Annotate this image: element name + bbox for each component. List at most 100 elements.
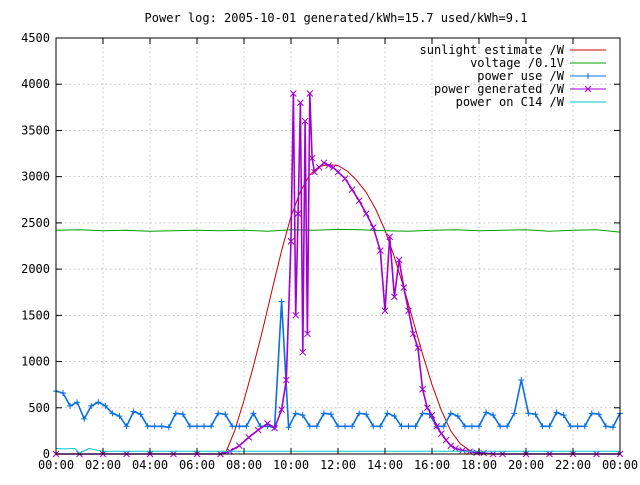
data-point — [292, 410, 299, 417]
data-point — [289, 90, 297, 97]
data-point — [409, 330, 417, 338]
data-point — [299, 348, 307, 356]
data-point — [250, 410, 257, 417]
data-point — [320, 410, 327, 417]
data-point — [294, 210, 302, 217]
data-point — [400, 284, 408, 291]
data-point — [88, 402, 95, 409]
y-tick-label: 3000 — [21, 170, 50, 184]
series-2 — [53, 298, 623, 431]
data-point — [245, 434, 253, 441]
y-tick-label: 1500 — [21, 308, 50, 322]
data-point — [452, 445, 459, 452]
legend-item: power use /W — [477, 69, 606, 83]
data-point — [588, 410, 595, 417]
data-point — [476, 423, 482, 430]
data-point — [370, 423, 377, 430]
data-point — [483, 409, 490, 416]
data-point — [376, 247, 384, 254]
data-point — [511, 410, 518, 417]
data-point — [215, 410, 222, 417]
data-point — [414, 344, 422, 352]
series-1 — [55, 228, 621, 233]
series-line — [56, 93, 620, 455]
data-point — [355, 197, 363, 205]
data-point — [423, 404, 431, 412]
data-point — [459, 446, 466, 454]
data-point — [67, 402, 74, 409]
series-line — [55, 228, 621, 233]
data-point — [130, 408, 137, 415]
data-point — [151, 423, 158, 430]
data-point — [304, 330, 311, 338]
data-point — [292, 311, 300, 319]
data-point — [74, 399, 81, 406]
data-point — [236, 423, 243, 430]
x-tick-label: 16:00 — [414, 458, 450, 472]
data-point — [574, 423, 581, 430]
data-point — [447, 410, 454, 417]
data-point — [264, 420, 271, 427]
legend-item: power on C14 /W — [456, 95, 606, 109]
data-point — [297, 99, 304, 107]
data-point — [271, 424, 278, 432]
data-point — [405, 307, 412, 315]
data-point — [602, 423, 609, 430]
data-point — [327, 411, 334, 418]
data-point — [442, 436, 450, 444]
series-line — [224, 164, 489, 455]
y-tick-label: 0 — [43, 447, 50, 461]
data-point — [81, 415, 88, 422]
data-point — [363, 411, 370, 418]
y-tick-label: 4000 — [21, 77, 50, 91]
legend-item: power generated /W — [434, 82, 606, 96]
data-point — [95, 399, 102, 406]
legend-marker — [584, 85, 592, 93]
data-point — [398, 423, 405, 430]
legend-item: voltage /0.1V — [470, 56, 606, 70]
data-point — [254, 426, 262, 434]
data-point — [194, 423, 200, 430]
data-point — [335, 423, 341, 430]
legend-label: power on C14 /W — [456, 95, 565, 109]
data-point — [553, 409, 560, 416]
data-point — [229, 423, 236, 430]
data-point — [454, 413, 461, 420]
data-point — [301, 117, 309, 125]
y-tick-label: 1000 — [21, 355, 50, 369]
data-point — [137, 411, 144, 418]
data-point — [395, 256, 403, 264]
data-point — [518, 377, 525, 384]
data-point — [428, 411, 436, 419]
x-tick-label: 12:00 — [320, 458, 356, 472]
data-point — [313, 423, 320, 430]
data-point — [60, 389, 67, 396]
series-3 — [52, 90, 624, 458]
data-point — [349, 423, 356, 430]
plot-series — [52, 90, 624, 458]
data-point — [369, 224, 377, 231]
x-tick-label: 20:00 — [508, 458, 544, 472]
x-tick-label: 10:00 — [273, 458, 309, 472]
data-point — [609, 424, 616, 431]
data-point — [334, 168, 342, 176]
data-point — [438, 430, 445, 438]
data-point — [525, 410, 532, 417]
x-tick-label: 08:00 — [226, 458, 262, 472]
data-point — [165, 424, 172, 431]
y-tick-label: 500 — [28, 401, 50, 415]
data-point — [308, 154, 316, 162]
data-point — [405, 423, 412, 430]
data-point — [186, 423, 193, 430]
data-point — [116, 413, 123, 420]
x-tick-label: 00:00 — [38, 458, 74, 472]
series-0 — [224, 164, 489, 455]
x-tick-label: 06:00 — [179, 458, 215, 472]
y-tick-label: 4500 — [21, 31, 50, 45]
legend-marker — [585, 73, 591, 79]
data-point — [532, 411, 539, 418]
data-point — [158, 423, 165, 430]
